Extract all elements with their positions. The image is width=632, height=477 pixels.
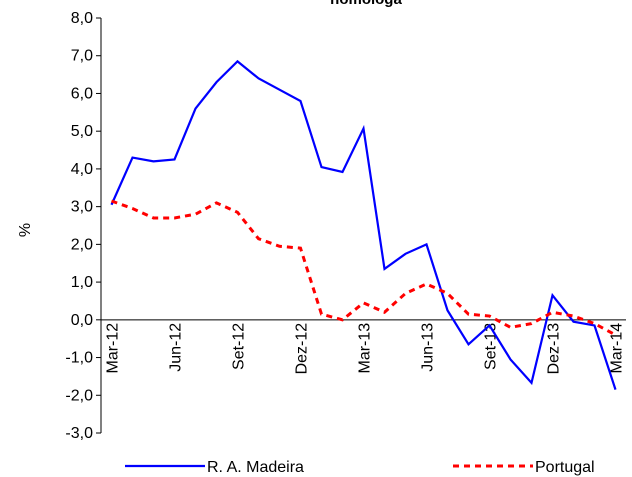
legend-label: R. A. Madeira: [207, 459, 304, 476]
y-axis-label: %: [17, 223, 34, 237]
series-line: [110, 59, 617, 390]
y-tick-label: 3,0: [71, 199, 93, 216]
x-tick-label: Set-12: [231, 323, 248, 370]
y-tick-label: 5,0: [71, 123, 93, 140]
y-tick-label: 8,0: [71, 10, 93, 27]
legend-label: Portugal: [535, 459, 595, 476]
y-tick-label: 0,0: [71, 312, 93, 329]
x-tick-label: Mar-14: [609, 323, 626, 374]
y-tick-label: -3,0: [65, 425, 93, 442]
y-tick-label: -1,0: [65, 350, 93, 367]
y-tick-label: 1,0: [71, 274, 93, 291]
y-tick-label: 4,0: [71, 161, 93, 178]
x-tick-label: Jun-12: [168, 323, 185, 372]
x-tick-label: Dez-12: [294, 323, 311, 375]
x-tick-label: Mar-12: [105, 323, 122, 374]
y-tick-label: 6,0: [71, 85, 93, 102]
y-tick-label: 2,0: [71, 236, 93, 253]
x-tick-label: Mar-13: [357, 323, 374, 374]
y-tick-label: -2,0: [65, 387, 93, 404]
x-tick-label: Dez-13: [546, 323, 563, 375]
y-tick-label: 7,0: [71, 48, 93, 65]
x-tick-label: Jun-13: [420, 323, 437, 372]
series-line: [110, 199, 617, 337]
chart-title: homóloga: [330, 0, 402, 8]
